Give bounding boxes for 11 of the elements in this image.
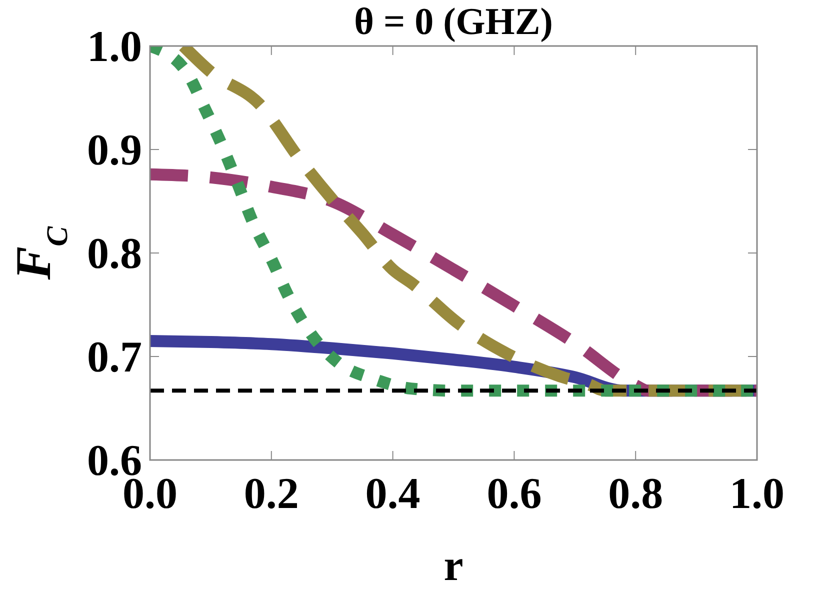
x-axis-title: r bbox=[444, 541, 464, 590]
x-tick-label: 0.6 bbox=[486, 469, 542, 518]
x-tick-label: 1.0 bbox=[730, 469, 784, 518]
x-tick-label: 0.4 bbox=[365, 469, 420, 518]
chart-title: θ = 0 (GHZ) bbox=[354, 1, 553, 43]
y-tick-label: 0.7 bbox=[87, 332, 142, 382]
y-tick-label: 0.8 bbox=[87, 229, 142, 278]
y-tick-label: 1.0 bbox=[87, 22, 142, 71]
x-tick-label: 0.8 bbox=[608, 469, 664, 518]
x-tick-label: 0.2 bbox=[244, 469, 299, 518]
y-tick-label: 0.9 bbox=[87, 126, 142, 174]
